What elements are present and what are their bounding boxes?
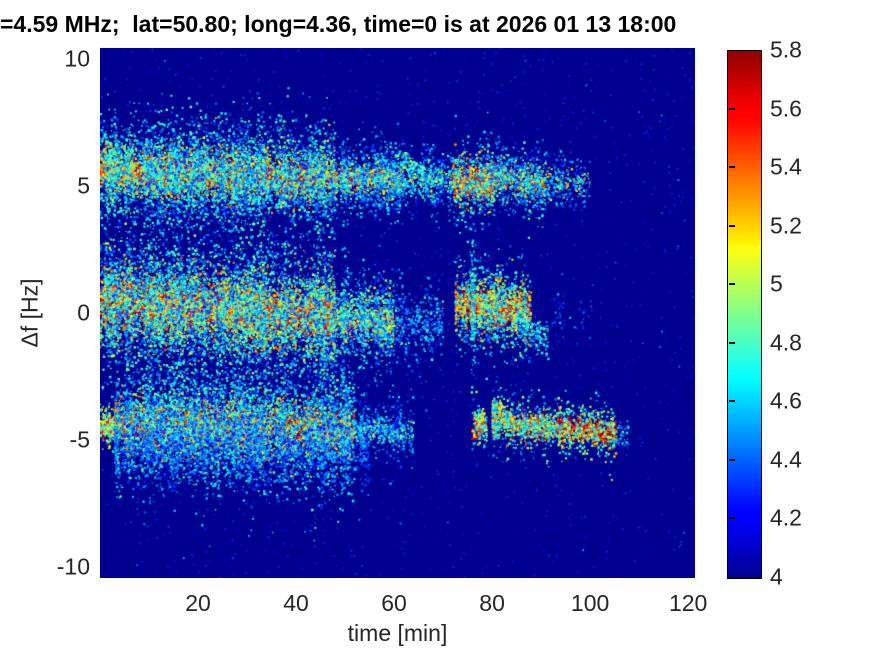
colorbar-tick-mark (729, 224, 735, 227)
y-tick-label: -5 (69, 426, 90, 453)
colorbar-tick-mark (729, 517, 735, 520)
y-tick-label: 10 (64, 45, 90, 72)
colorbar-tick-mark (729, 107, 735, 110)
spectrogram-plot-area[interactable] (100, 48, 695, 578)
y-tick-label: -10 (56, 553, 90, 580)
x-tick-label: 20 (185, 590, 211, 616)
x-tick-label: 40 (283, 590, 309, 616)
colorbar-tick-label: 5.4 (770, 153, 802, 180)
y-tick-label: 5 (77, 172, 90, 199)
colorbar-tick-label: 4.8 (770, 329, 802, 356)
colorbar-tick-label: 4.2 (770, 504, 802, 531)
colorbar-tick-label: 4.4 (770, 446, 802, 473)
colorbar-tick-label: 5.2 (770, 212, 802, 239)
colorbar-tick-label: 4.6 (770, 387, 802, 414)
colorbar-tick-mark (729, 341, 735, 344)
x-axis-label: time [min] (347, 620, 448, 646)
colorbar-tick-label: 5 (770, 270, 783, 297)
x-tick-label: 60 (381, 590, 407, 616)
colorbar-tick-mark (729, 458, 735, 461)
colorbar-tick-label: 5.6 (770, 95, 802, 122)
y-tick-label: 0 (77, 299, 90, 326)
colorbar-tick-label: 5.8 (770, 36, 802, 63)
colorbar-tick-mark (729, 283, 735, 286)
colorbar-tick-mark (729, 166, 735, 169)
colorbar (727, 50, 762, 579)
x-tick-label: 120 (668, 590, 708, 616)
chart-title: =4.59 MHz; lat=50.80; long=4.36, time=0 … (0, 11, 677, 37)
x-tick-label: 100 (570, 590, 610, 616)
colorbar-tick-mark (729, 400, 735, 403)
colorbar-tick-label: 4 (770, 563, 783, 590)
x-tick-label: 80 (479, 590, 505, 616)
